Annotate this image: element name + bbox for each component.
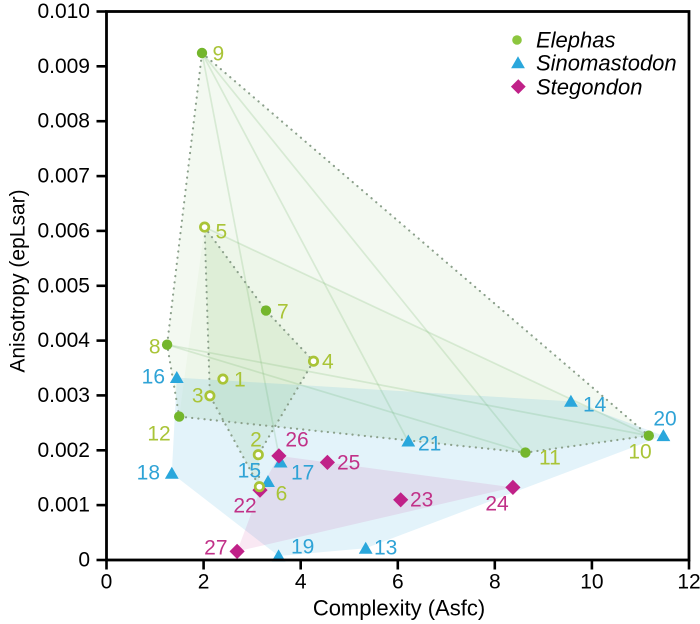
svg-text:0.009: 0.009 (37, 55, 90, 78)
svg-text:18: 18 (137, 462, 160, 485)
svg-text:23: 23 (410, 489, 433, 512)
svg-text:15: 15 (238, 460, 261, 483)
svg-text:7: 7 (277, 301, 289, 324)
svg-text:8: 8 (489, 571, 501, 594)
svg-text:24: 24 (485, 493, 509, 516)
svg-text:Anisotropy (epLsar): Anisotropy (epLsar) (7, 189, 30, 372)
svg-text:2: 2 (250, 429, 262, 452)
svg-text:0.010: 0.010 (37, 0, 90, 23)
svg-text:0.002: 0.002 (37, 439, 90, 462)
svg-text:4: 4 (295, 571, 307, 594)
svg-text:26: 26 (285, 429, 308, 452)
svg-text:Sinomastodon: Sinomastodon (536, 51, 677, 76)
svg-text:0.008: 0.008 (37, 110, 90, 133)
svg-text:13: 13 (374, 537, 397, 560)
svg-text:12: 12 (677, 571, 700, 594)
svg-text:12: 12 (147, 423, 170, 446)
svg-text:6: 6 (392, 571, 404, 594)
svg-text:9: 9 (213, 43, 225, 66)
svg-text:0: 0 (101, 571, 113, 594)
svg-text:17: 17 (291, 462, 314, 485)
svg-text:8: 8 (149, 336, 161, 359)
svg-text:27: 27 (204, 537, 227, 560)
svg-text:22: 22 (233, 495, 256, 518)
svg-text:Stegondon: Stegondon (536, 75, 642, 100)
svg-text:11: 11 (539, 447, 561, 470)
svg-text:1: 1 (234, 369, 246, 392)
svg-text:10: 10 (580, 571, 603, 594)
svg-text:25: 25 (337, 452, 360, 475)
svg-text:0.005: 0.005 (37, 274, 90, 297)
svg-text:3: 3 (192, 385, 204, 408)
svg-text:0: 0 (78, 549, 90, 572)
svg-text:21: 21 (418, 433, 441, 456)
svg-text:14: 14 (583, 394, 607, 417)
svg-text:5: 5 (216, 221, 228, 244)
svg-text:0.007: 0.007 (37, 165, 90, 188)
svg-text:Complexity (Asfc): Complexity (Asfc) (313, 596, 485, 621)
svg-text:16: 16 (142, 366, 165, 389)
svg-text:0.003: 0.003 (37, 384, 90, 407)
svg-text:20: 20 (653, 408, 676, 431)
svg-text:Elephas: Elephas (536, 28, 616, 53)
svg-text:10: 10 (628, 441, 651, 464)
svg-text:0.004: 0.004 (37, 329, 90, 352)
svg-text:6: 6 (276, 483, 288, 506)
svg-text:2: 2 (198, 571, 210, 594)
svg-text:4: 4 (322, 351, 334, 374)
svg-text:0.006: 0.006 (37, 219, 90, 242)
svg-text:19: 19 (291, 536, 314, 559)
svg-text:0.001: 0.001 (37, 494, 90, 517)
